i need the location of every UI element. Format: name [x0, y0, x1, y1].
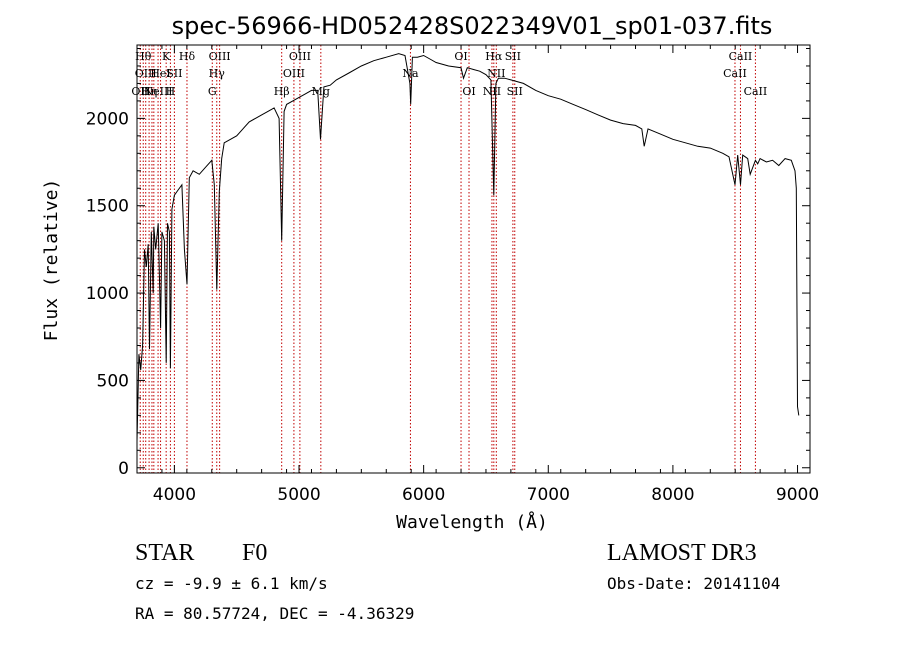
line-marker-label: CaII [723, 67, 747, 80]
x-tick-label: 4000 [153, 485, 196, 505]
x-axis-label: Wavelength (Å) [396, 511, 548, 533]
survey-label: LAMOST DR3 [607, 540, 757, 566]
line-marker-label: Hβ [274, 85, 290, 98]
line-marker-label: OIII [135, 67, 157, 80]
class-label: STAR [135, 540, 194, 566]
x-tick-label: 8000 [651, 485, 694, 505]
line-marker-label: OI [454, 50, 467, 63]
line-marker-label: K [162, 50, 171, 63]
y-axis-label: Flux (relative) [41, 179, 62, 342]
x-axis-ticks: 4000 5000 6000 7000 8000 9000 [136, 45, 819, 505]
line-marker-label: Hα [485, 50, 503, 63]
line-marker-label: Hδ [179, 50, 196, 63]
line-marker-label: CaII [744, 85, 768, 98]
line-marker-label: HeI [150, 67, 170, 80]
line-marker-label: Mg [312, 85, 330, 98]
line-marker-label: Hγ [209, 67, 226, 80]
line-marker-label: NII [483, 85, 501, 98]
line-marker-label: SII [505, 50, 521, 63]
line-marker-label: OIII [289, 50, 311, 63]
line-marker-label: OIII [283, 67, 305, 80]
line-marker-label: OII [131, 85, 149, 98]
x-tick-label: 6000 [402, 485, 445, 505]
x-tick-label: 7000 [527, 485, 570, 505]
y-tick-label: 0 [118, 459, 129, 479]
x-tick-label: 9000 [776, 485, 819, 505]
x-tick-label: 5000 [277, 485, 320, 505]
radec-text: RA = 80.57724, DEC = -4.36329 [135, 604, 414, 623]
plot-frame [136, 44, 811, 474]
spectrum-line [136, 53, 800, 442]
line-marker-label: SII [507, 85, 523, 98]
line-marker-label: Hθ [135, 50, 152, 63]
cz-text: cz = -9.9 ± 6.1 km/s [135, 574, 328, 593]
line-marker-label: OI [462, 85, 475, 98]
line-marker-label: NII [487, 67, 505, 80]
subclass-label: F0 [242, 540, 267, 566]
line-marker-label: CaII [729, 50, 753, 63]
y-axis-ticks: 0 500 1000 1500 2000 [86, 47, 810, 479]
y-tick-label: 500 [97, 371, 129, 391]
y-tick-label: 1000 [86, 284, 129, 304]
chart-title: spec-56966-HD052428S022349V01_sp01-037.f… [172, 12, 773, 40]
obs-date: Obs-Date: 20141104 [607, 574, 780, 593]
line-marker-label: NeIII [143, 85, 172, 98]
y-tick-label: 2000 [86, 109, 129, 129]
line-marker-label: H [166, 85, 176, 98]
line-marker-label: OIII [209, 50, 231, 63]
line-marker-label: Na [402, 67, 419, 80]
line-marker-label: Hη [141, 85, 157, 98]
y-tick-label: 1500 [86, 197, 129, 217]
line-marker-label: SII [166, 67, 182, 80]
line-marker-label: G [208, 85, 217, 98]
line-markers [139, 45, 756, 473]
